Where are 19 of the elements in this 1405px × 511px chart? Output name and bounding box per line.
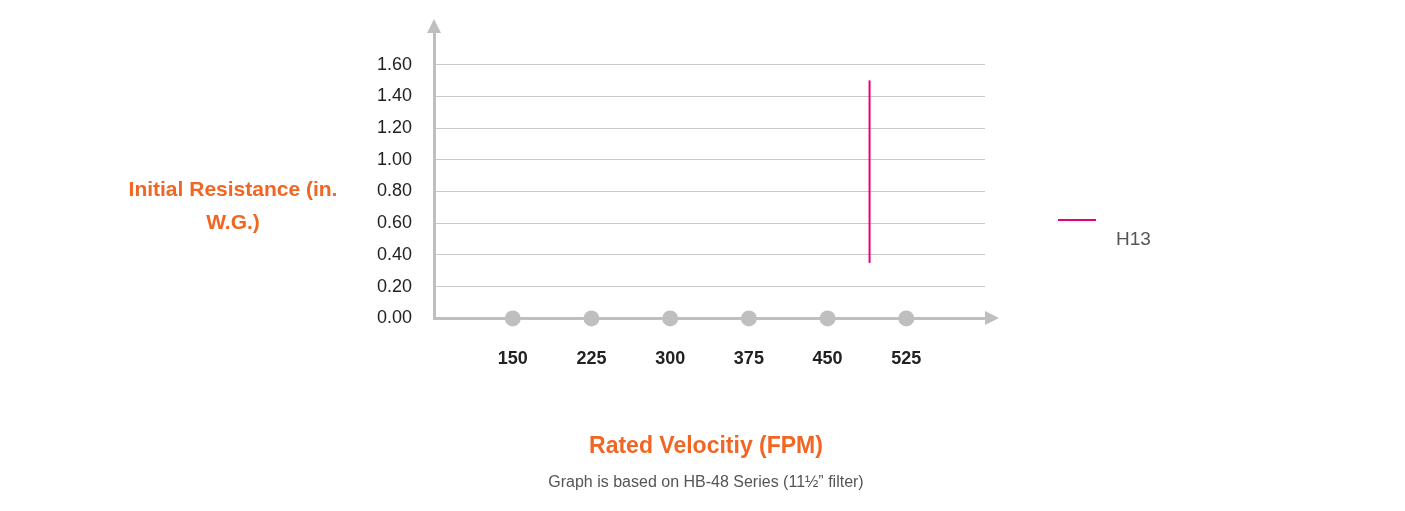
y-tick-label: 1.60: [376, 53, 413, 74]
x-axis-title: Rated Velocitiy (FPM): [588, 432, 824, 459]
y-tick-label: 0.40: [376, 243, 413, 264]
x-tick-label: 450: [812, 348, 843, 369]
y-tick-label: 1.00: [376, 148, 413, 169]
y-axis-title: Initial Resistance (in. W.G.): [127, 176, 339, 235]
y-tick-label: 0.00: [376, 307, 413, 328]
y-tick-label: 1.20: [376, 116, 413, 137]
y-tick-label: 0.20: [376, 275, 413, 296]
x-tick-label: 300: [655, 348, 686, 369]
x-tick-label: 225: [576, 348, 607, 369]
y-tick-label: 1.40: [376, 85, 413, 106]
text: H13: [1116, 228, 1151, 250]
y-tick-label: 0.60: [376, 212, 413, 233]
x-tick-label: 525: [891, 348, 922, 369]
y-tick-label: 0.80: [376, 180, 413, 201]
text: Graph is based on HB-48 Series (11½” filter): [547, 473, 865, 491]
x-tick-label: 150: [497, 348, 528, 369]
x-tick-label: 375: [733, 348, 764, 369]
